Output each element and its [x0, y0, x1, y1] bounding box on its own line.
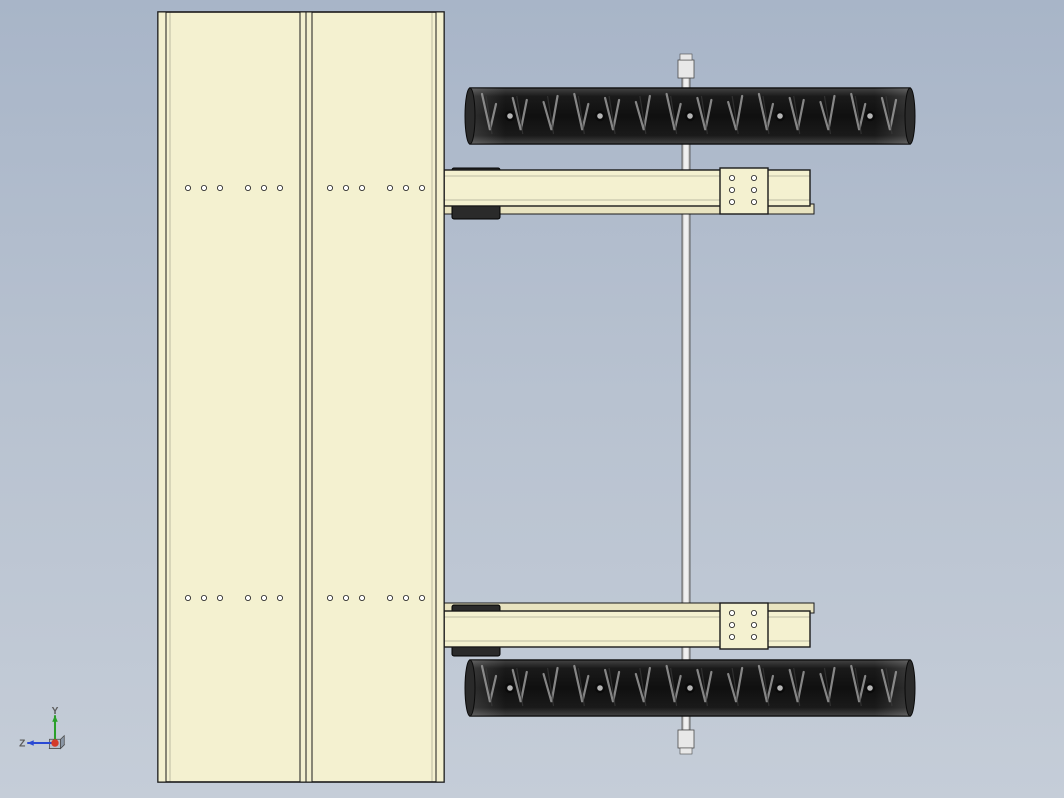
panel-hole: [359, 185, 364, 190]
shaft-endcap: [678, 60, 694, 78]
model-canvas[interactable]: [0, 0, 1064, 798]
panel-hole: [343, 595, 348, 600]
panel-hole: [245, 595, 250, 600]
panel-hole: [327, 185, 332, 190]
panel-hole: [201, 595, 206, 600]
assembly-render: [0, 0, 1064, 798]
panel-hole: [201, 185, 206, 190]
cad-viewport[interactable]: YZ: [0, 0, 1064, 798]
panel-hole: [327, 595, 332, 600]
panel-hole: [419, 185, 424, 190]
panel-hole: [245, 185, 250, 190]
panel-hole: [277, 185, 282, 190]
triad-origin-dot: [51, 739, 58, 746]
panel-hole: [359, 595, 364, 600]
bearing-block: [452, 205, 500, 219]
panel-hole: [261, 595, 266, 600]
view-orientation-triad[interactable]: YZ: [18, 706, 92, 780]
panel-hole: [217, 185, 222, 190]
panel-hole: [261, 185, 266, 190]
axis-label-z: Z: [19, 739, 25, 750]
panel-hole: [419, 595, 424, 600]
panel-hole: [277, 595, 282, 600]
panel-hole: [343, 185, 348, 190]
panel-hole: [185, 595, 190, 600]
panel-hole: [217, 595, 222, 600]
panel-hole: [403, 185, 408, 190]
panel-hole: [387, 595, 392, 600]
panel-hole: [185, 185, 190, 190]
panel-hole: [387, 185, 392, 190]
panel-hole: [403, 595, 408, 600]
shaft-endcap: [678, 730, 694, 748]
wheel: [465, 660, 915, 716]
wheel: [465, 88, 915, 144]
axis-label-y: Y: [52, 706, 59, 717]
